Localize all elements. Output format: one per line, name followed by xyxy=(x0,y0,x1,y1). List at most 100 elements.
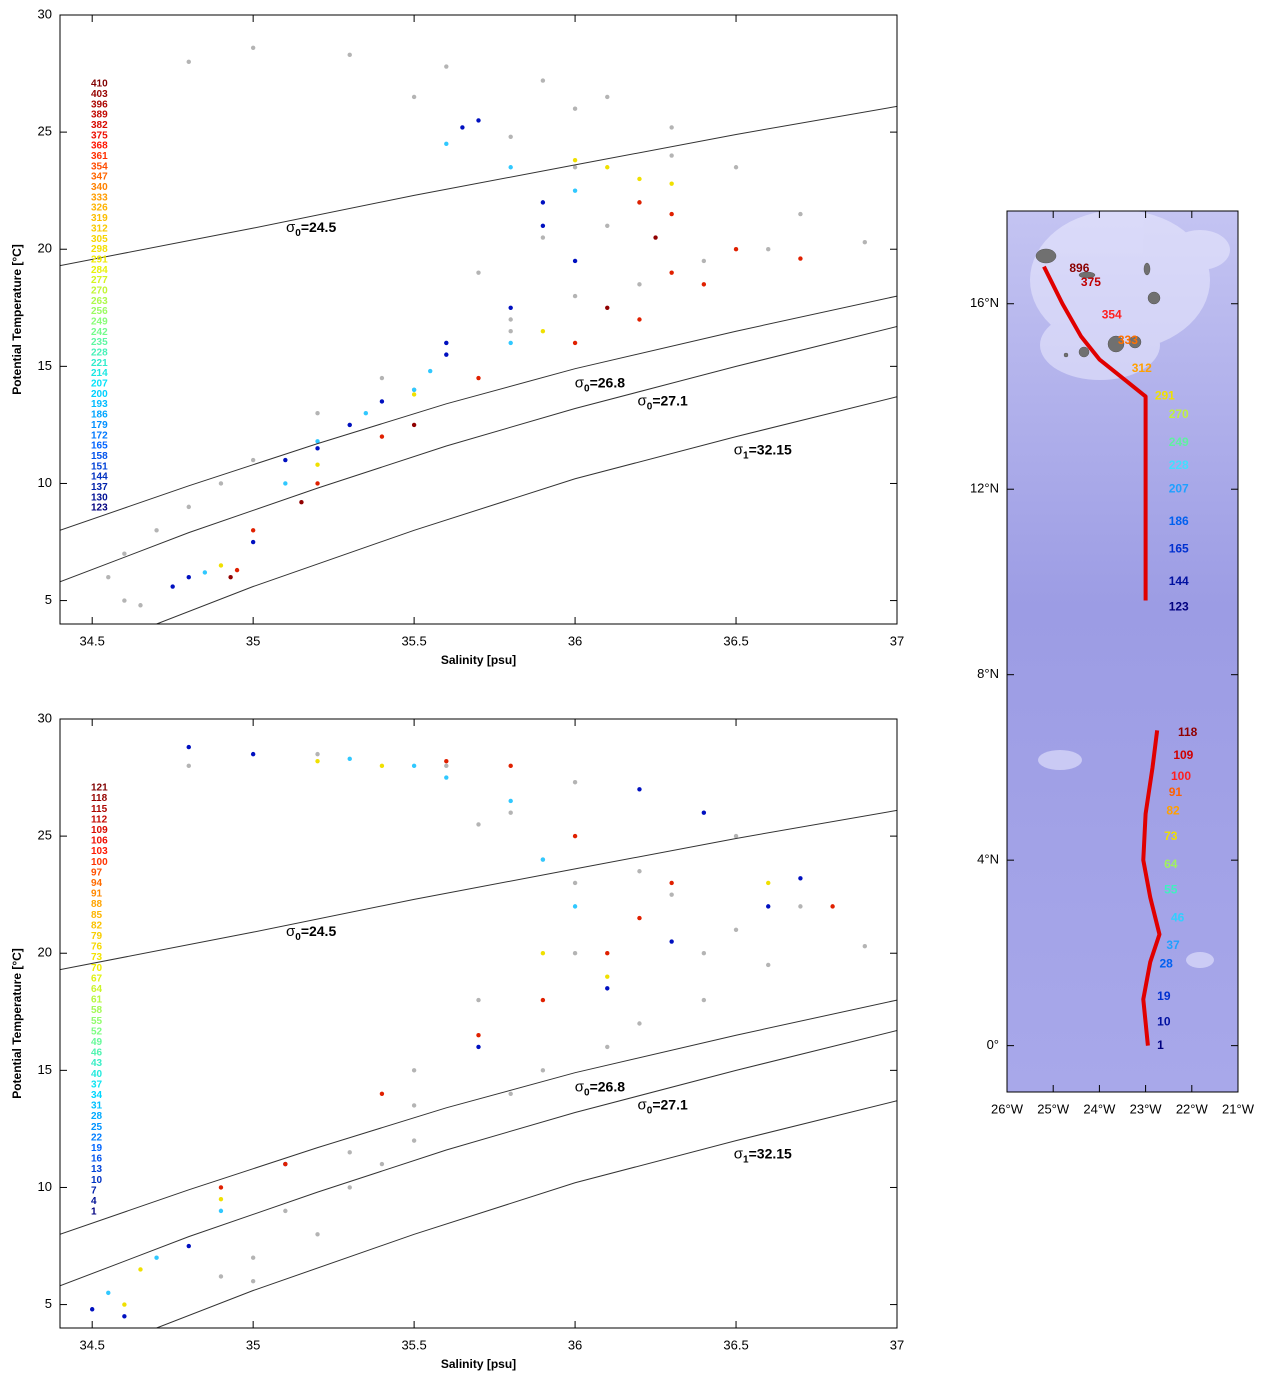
x-tick-label: 21°W xyxy=(1222,1101,1255,1116)
station-label: 298 xyxy=(91,244,108,255)
data-point xyxy=(637,176,642,182)
station-label: 22 xyxy=(91,1132,103,1143)
data-point xyxy=(572,106,578,111)
contour-value: =32.15 xyxy=(749,441,792,457)
y-tick-label: 5 xyxy=(45,592,52,607)
data-point xyxy=(460,125,465,130)
station-label: 46 xyxy=(1171,910,1185,924)
data-point xyxy=(186,504,191,510)
data-point xyxy=(508,810,513,815)
data-point xyxy=(637,317,642,322)
data-point xyxy=(347,1185,352,1190)
data-point xyxy=(315,410,320,416)
station-label: 396 xyxy=(91,99,108,110)
station-label: 256 xyxy=(91,306,108,317)
data-point xyxy=(228,574,233,580)
data-point xyxy=(315,758,320,764)
contour-subscript: 0 xyxy=(295,228,301,239)
contour-symbol: σ xyxy=(575,374,585,391)
data-point xyxy=(605,986,610,991)
data-point xyxy=(428,368,433,374)
station-label: 368 xyxy=(91,141,108,152)
station-label: 123 xyxy=(91,503,108,514)
data-point xyxy=(315,1232,320,1237)
data-point xyxy=(508,798,513,804)
x-tick-label: 36 xyxy=(568,1337,582,1352)
data-point xyxy=(572,833,578,839)
data-point xyxy=(540,997,546,1003)
station-label: 277 xyxy=(91,275,108,286)
x-tick-label: 22°W xyxy=(1176,1101,1209,1116)
data-point xyxy=(766,962,771,968)
station-label: 151 xyxy=(91,461,108,472)
station-label: 37 xyxy=(91,1079,103,1090)
data-point xyxy=(572,158,578,163)
data-point xyxy=(411,94,417,100)
station-label: 354 xyxy=(91,161,108,172)
y-tick-label: 16°N xyxy=(970,295,999,310)
data-point xyxy=(540,200,546,205)
data-point xyxy=(637,1021,642,1026)
data-point xyxy=(347,422,352,428)
data-point xyxy=(476,270,481,275)
data-point xyxy=(379,1161,385,1167)
data-point xyxy=(122,1302,127,1307)
station-label: 214 xyxy=(91,368,108,379)
station-label: 7 xyxy=(91,1185,97,1196)
data-point xyxy=(605,94,610,100)
data-point xyxy=(315,439,320,444)
station-label: 186 xyxy=(91,410,108,421)
x-tick-label: 23°W xyxy=(1130,1101,1163,1116)
data-point xyxy=(669,270,674,275)
data-point xyxy=(250,1278,256,1284)
data-point xyxy=(653,235,658,240)
data-point xyxy=(605,165,610,170)
station-label: 186 xyxy=(1169,514,1189,528)
data-point xyxy=(218,481,224,486)
data-point xyxy=(766,904,771,909)
data-point xyxy=(572,188,578,193)
station-label: 88 xyxy=(91,899,103,910)
data-point xyxy=(669,939,674,944)
station-label: 130 xyxy=(91,492,108,503)
station-label: 172 xyxy=(91,430,108,441)
data-point xyxy=(476,997,481,1003)
x-tick-label: 36.5 xyxy=(723,633,748,648)
density-contour xyxy=(60,326,897,583)
data-point xyxy=(540,235,546,240)
contour-symbol: σ xyxy=(638,393,648,410)
station-label: 158 xyxy=(91,451,108,462)
data-point xyxy=(218,1196,224,1202)
data-point xyxy=(122,551,127,556)
station-label: 28 xyxy=(1159,957,1173,971)
data-point xyxy=(411,392,417,397)
y-tick-label: 0° xyxy=(987,1037,999,1052)
station-label: 235 xyxy=(91,337,108,348)
density-contour xyxy=(156,396,897,624)
station-label: 55 xyxy=(1164,882,1178,896)
station-label: 97 xyxy=(91,867,103,878)
x-axis-label: Salinity [psu] xyxy=(441,1357,516,1371)
data-point xyxy=(283,481,288,486)
data-point xyxy=(218,563,224,568)
station-label: 319 xyxy=(91,213,108,224)
data-point xyxy=(540,857,546,862)
data-point xyxy=(605,1044,610,1050)
data-point xyxy=(669,153,674,158)
data-point xyxy=(798,211,803,217)
x-tick-label: 34.5 xyxy=(80,1337,105,1352)
station-label: 109 xyxy=(1173,748,1193,762)
data-point xyxy=(379,1091,385,1096)
data-point xyxy=(444,763,449,769)
plot-area xyxy=(60,744,897,1328)
density-contour xyxy=(60,105,897,267)
station-label: 19 xyxy=(91,1143,103,1154)
station-label: 73 xyxy=(1164,829,1178,843)
station-label: 52 xyxy=(91,1026,103,1037)
x-tick-label: 35 xyxy=(246,1337,260,1352)
station-label: 361 xyxy=(91,151,108,162)
data-point xyxy=(798,876,803,881)
contour-label: σ0=27.1 xyxy=(638,392,688,412)
station-label: 94 xyxy=(91,878,103,889)
station-label: 354 xyxy=(1102,308,1122,322)
